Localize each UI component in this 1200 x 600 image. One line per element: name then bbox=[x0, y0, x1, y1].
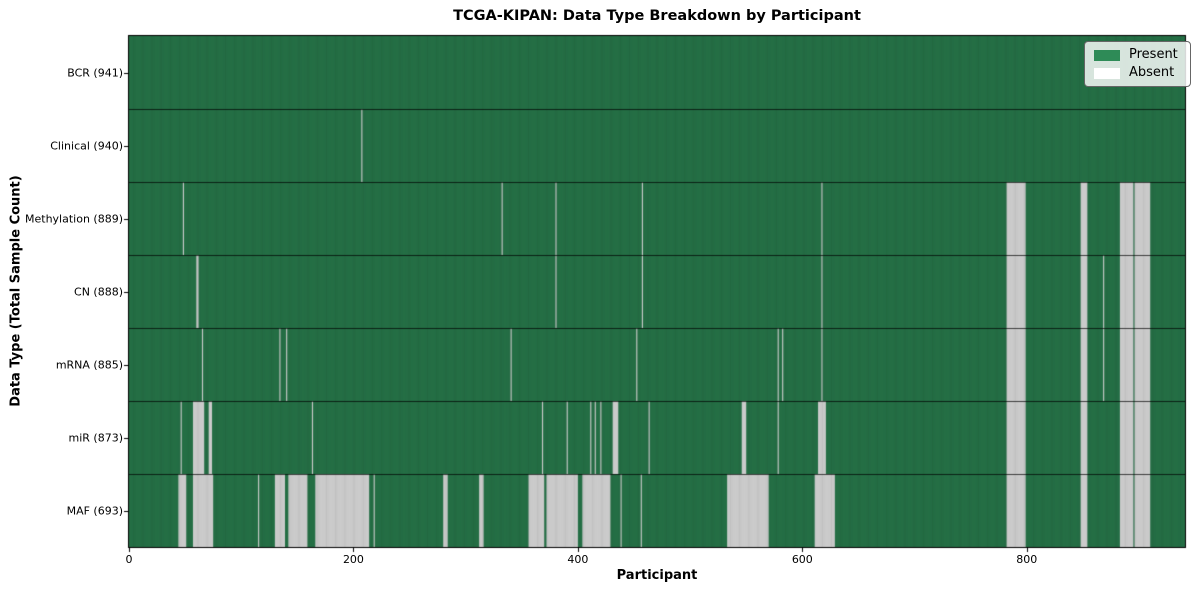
x-tick-label: 0 bbox=[125, 553, 133, 566]
present-swatch bbox=[1094, 49, 1120, 61]
legend-item-present: Present bbox=[1094, 47, 1178, 62]
legend-label-present: Present bbox=[1129, 47, 1178, 62]
x-tick-label: 200 bbox=[342, 553, 364, 566]
y-tick-label-MAF: MAF (693) bbox=[66, 504, 123, 517]
legend: Present Absent bbox=[1084, 41, 1191, 87]
legend-label-absent: Absent bbox=[1129, 65, 1175, 80]
y-tick-label-BCR: BCR (941) bbox=[67, 66, 123, 79]
y-tick-label-Clinical: Clinical (940) bbox=[50, 139, 123, 152]
x-tick-label: 600 bbox=[791, 553, 813, 566]
x-tick-label: 400 bbox=[567, 553, 589, 566]
y-axis-label: Data Type (Total Sample Count) bbox=[8, 175, 24, 407]
chart-title: TCGA-KIPAN: Data Type Breakdown by Parti… bbox=[453, 8, 861, 24]
y-tick-label-Methylation: Methylation (889) bbox=[25, 212, 123, 225]
y-tick-label-CN: CN (888) bbox=[74, 285, 123, 298]
absent-swatch bbox=[1094, 67, 1120, 79]
x-axis-label: Participant bbox=[616, 568, 698, 583]
x-tick-label: 800 bbox=[1016, 553, 1038, 566]
y-tick-label-mRNA: mRNA (885) bbox=[55, 358, 123, 371]
legend-item-absent: Absent bbox=[1094, 65, 1178, 80]
y-tick-label-miR: miR (873) bbox=[68, 431, 124, 444]
